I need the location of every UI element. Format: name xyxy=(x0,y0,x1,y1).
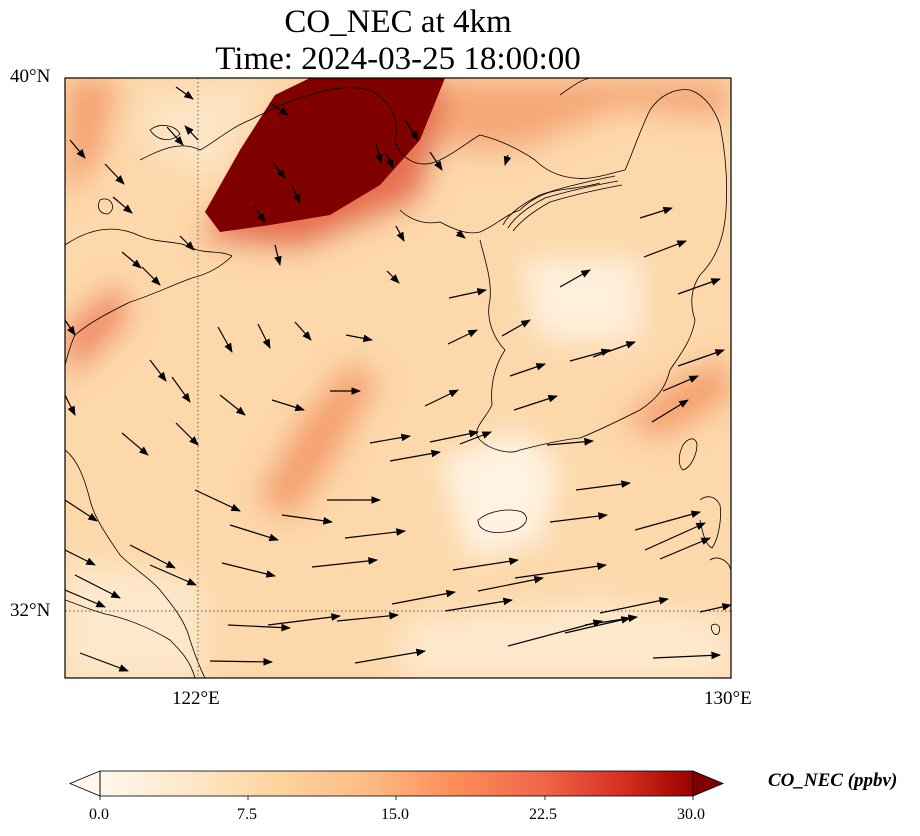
colorbar-tick: 22.5 xyxy=(529,806,557,823)
colorbar-tick: 15.0 xyxy=(381,806,409,823)
coastlines xyxy=(65,78,731,678)
map-title-line2: Time: 2024-03-25 18:00:00 xyxy=(215,41,581,77)
map-title-line1: CO_NEC at 4km xyxy=(284,4,512,40)
colorbar xyxy=(68,770,725,800)
colorbar-tick: 7.5 xyxy=(237,806,257,823)
lat-tick-32n: 32°N xyxy=(10,600,51,621)
wind-vectors xyxy=(65,86,731,672)
gridlines xyxy=(65,78,731,678)
lon-tick-122e: 122°E xyxy=(172,688,220,709)
concentration-field xyxy=(65,78,731,678)
lat-tick-40n: 40°N xyxy=(10,66,51,87)
map-frame xyxy=(64,77,732,679)
colorbar-label: CO_NEC (ppbv) xyxy=(768,770,898,791)
lon-tick-130e: 130°E xyxy=(704,688,752,709)
colorbar-tick: 30.0 xyxy=(677,806,705,823)
colorbar-tick: 0.0 xyxy=(89,806,109,823)
